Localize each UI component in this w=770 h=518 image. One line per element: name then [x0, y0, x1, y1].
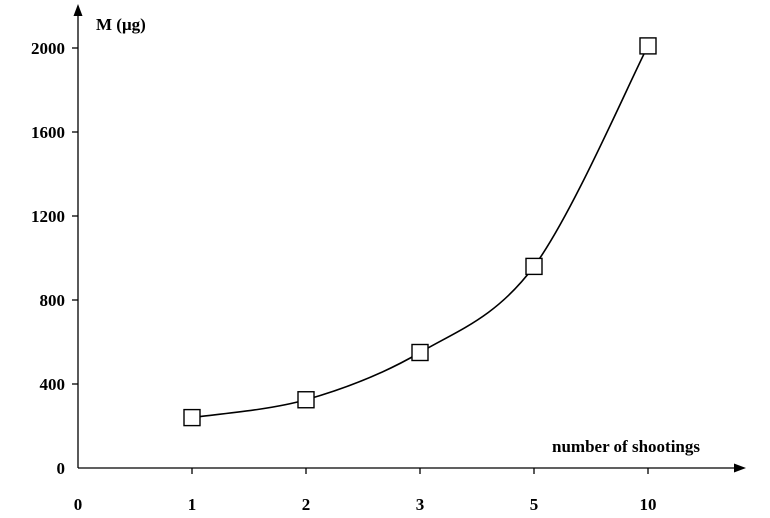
x-axis-arrow [734, 463, 746, 473]
x-axis [78, 463, 746, 473]
y-tick-label: 800 [40, 291, 66, 310]
x-tick-label: 2 [302, 495, 311, 514]
x-axis-label: number of shootings [552, 437, 700, 456]
y-tick-label: 0 [57, 459, 66, 478]
x-tick-label: 3 [416, 495, 425, 514]
y-tick-label: 1200 [31, 207, 65, 226]
data-markers [183, 37, 657, 427]
x-tick-label: 0 [74, 495, 83, 514]
x-ticks: 0 1 2 3 5 10 [74, 468, 657, 514]
y-axis-arrow [73, 4, 83, 16]
y-ticks: 0 400 800 1200 1600 2000 [31, 39, 78, 478]
x-tick-label: 10 [640, 495, 657, 514]
data-point-marker [639, 37, 657, 55]
x-tick-label: 1 [188, 495, 197, 514]
y-tick-label: 1600 [31, 123, 65, 142]
data-point-marker [297, 391, 315, 409]
y-tick-label: 2000 [31, 39, 65, 58]
y-tick-label: 400 [40, 375, 66, 394]
series-line [191, 45, 649, 419]
data-point-marker [183, 408, 201, 427]
data-point-marker [411, 343, 429, 362]
y-axis [73, 4, 83, 468]
x-tick-label: 5 [530, 495, 539, 514]
data-point-marker [525, 257, 543, 276]
y-axis-label: M (μg) [96, 15, 146, 34]
